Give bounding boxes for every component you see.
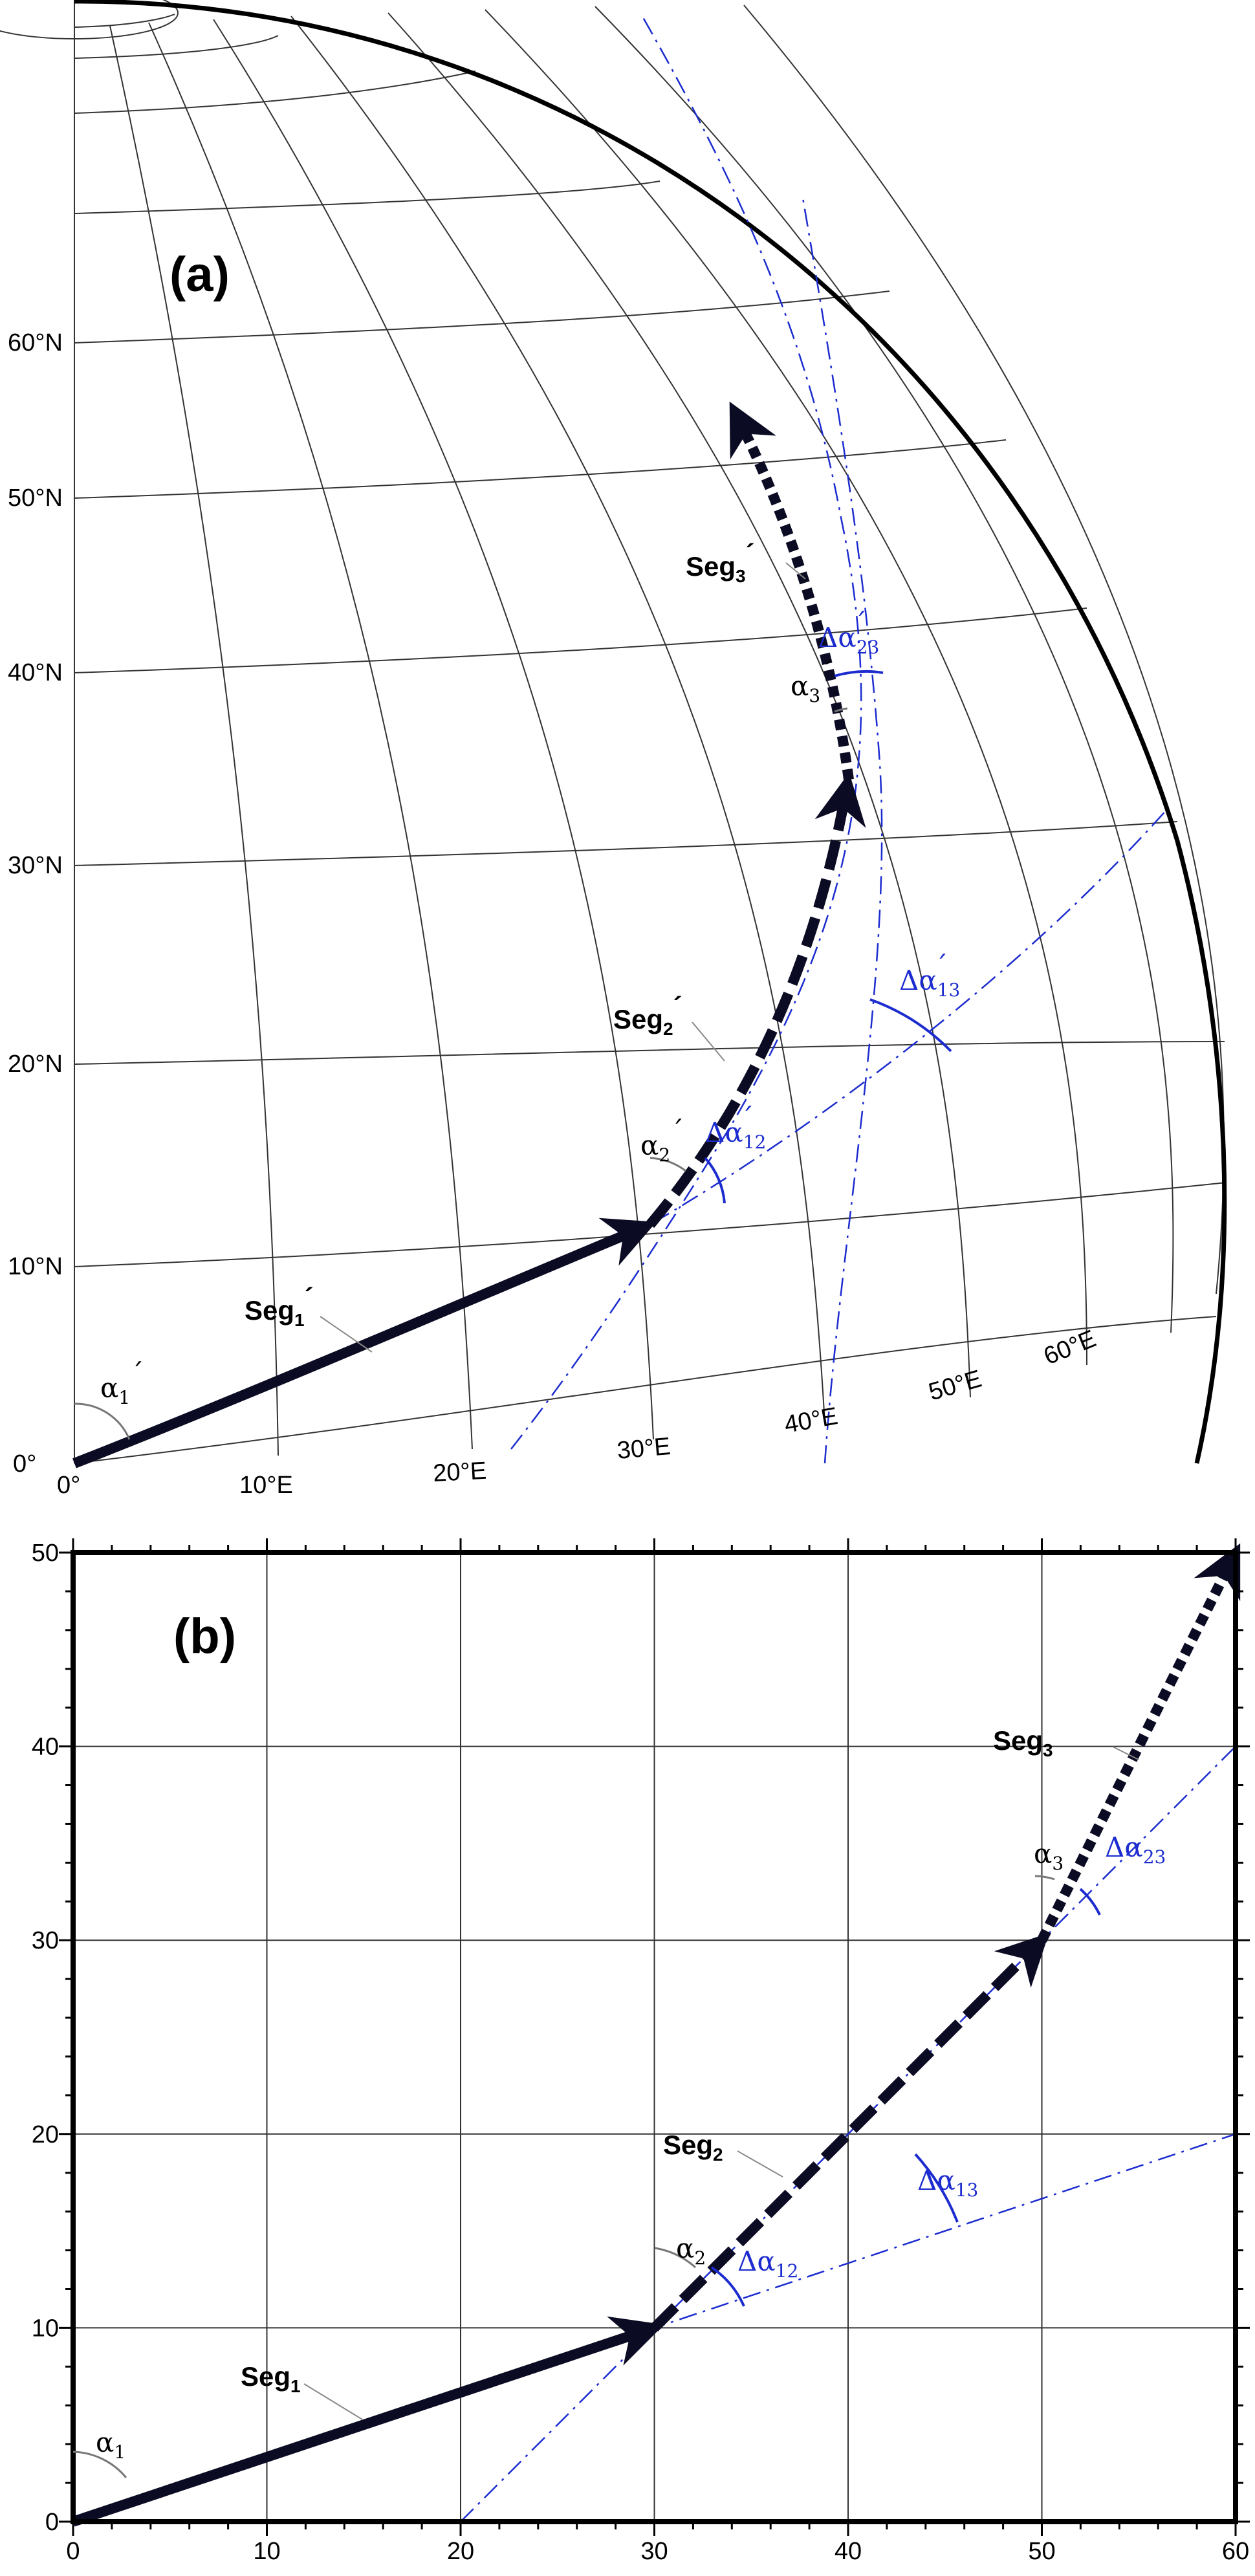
y-tick-label: 40	[32, 1734, 59, 1761]
delta-alpha13-prime-label: Δα13´	[899, 950, 960, 1001]
y-tick-label: 50	[32, 1540, 59, 1567]
y-tick-label: 0	[45, 2509, 59, 2536]
seg1-prime-label: Seg1´	[245, 1282, 314, 1330]
y-tick-label: 10	[32, 2315, 59, 2342]
seg3-label: Seg3	[993, 1725, 1053, 1760]
seg2-prime-label: Seg2´	[613, 991, 682, 1039]
segment-2-arrow	[650, 1932, 1049, 2332]
x-tick-label: 10	[253, 2538, 280, 2565]
lat-label-40: 40°N	[8, 659, 63, 686]
lon-label-0: 0°	[57, 1472, 80, 1499]
delta-alpha23-label: Δα23	[1105, 1831, 1166, 1868]
leader-lines-b	[303, 1746, 1139, 2420]
panel-a-label: (a)	[169, 247, 230, 302]
alpha1-prime-label: α1´	[100, 1358, 144, 1408]
panel-b-segments	[71, 1543, 1241, 2527]
delta-alpha12-prime-label: Δα12´	[705, 1102, 766, 1153]
alpha1-label: α1	[96, 2427, 126, 2463]
seg3-prime-arrow	[729, 401, 854, 781]
angle-arcs-a	[74, 670, 952, 1440]
y-tick-label: 20	[32, 2121, 59, 2148]
panel-b-label: (b)	[173, 1609, 236, 1664]
x-tick-label: 0	[66, 2538, 80, 2565]
seg2-label: Seg2	[663, 2130, 723, 2165]
lon-label-10: 10°E	[239, 1472, 293, 1499]
construction-line	[460, 1745, 1236, 2522]
seg1-prime-arrow	[72, 1217, 657, 1468]
angle-arcs-b	[72, 1875, 1101, 2478]
segment-1-arrow	[71, 2316, 664, 2527]
lon-label-40: 40°E	[782, 1403, 840, 1439]
lon-label-30: 30°E	[616, 1433, 671, 1465]
x-tick-label: 60	[1222, 2538, 1249, 2565]
seg3-prime-label: Seg3´	[686, 538, 755, 586]
alpha2-prime-label: α2´	[640, 1115, 684, 1166]
segment-3-arrow	[1037, 1543, 1241, 1943]
path-segments-a	[72, 401, 866, 1468]
x-tick-label: 40	[835, 2538, 862, 2565]
lat-label-60: 60°N	[8, 329, 63, 356]
longitude-lines	[74, 0, 1225, 1463]
y-tick-label: 30	[32, 1927, 59, 1954]
delta-alpha12-label: Δα12	[737, 2245, 798, 2282]
lat-label-20: 20°N	[8, 1051, 63, 1078]
lon-label-20: 20°E	[432, 1457, 487, 1487]
x-tick-label: 20	[447, 2538, 474, 2565]
panel-b-plot: 0 10 20 30 40 50 60 0 10 20 30 40 50 (b) Seg1 Seg2 S…	[32, 1538, 1250, 2565]
globe-outline	[74, 0, 1227, 1464]
seg2-prime-arrow	[646, 772, 866, 1228]
alpha3-label: α3	[1034, 1838, 1064, 1874]
lon-label-50: 50°E	[926, 1365, 985, 1406]
alpha2-label: α2	[676, 2232, 706, 2269]
alpha3-prime-label: α3´	[791, 656, 834, 706]
x-tick-label: 50	[1028, 2538, 1055, 2565]
lat-label-0: 0°	[13, 1450, 36, 1478]
x-tick-label: 30	[640, 2538, 668, 2565]
delta-alpha13-label: Δα13	[917, 2165, 978, 2201]
seg1-label: Seg1	[241, 2361, 301, 2396]
panel-a-globe: 0° 10°N 20°N 30°N 40°N 50°N 60°N 0° 10°E…	[0, 0, 1227, 1499]
leader-lines-a	[320, 562, 806, 1353]
panel-b-ticks: 0 10 20 30 40 50 60 0 10 20 30 40 50	[32, 1538, 1250, 2565]
delta-alpha23-prime-label: Δα23´	[818, 607, 879, 658]
lat-label-10: 10°N	[8, 1253, 63, 1280]
lat-label-30: 30°N	[8, 852, 63, 879]
latitude-lines	[0, 0, 1227, 1464]
lat-label-50: 50°N	[8, 485, 63, 512]
